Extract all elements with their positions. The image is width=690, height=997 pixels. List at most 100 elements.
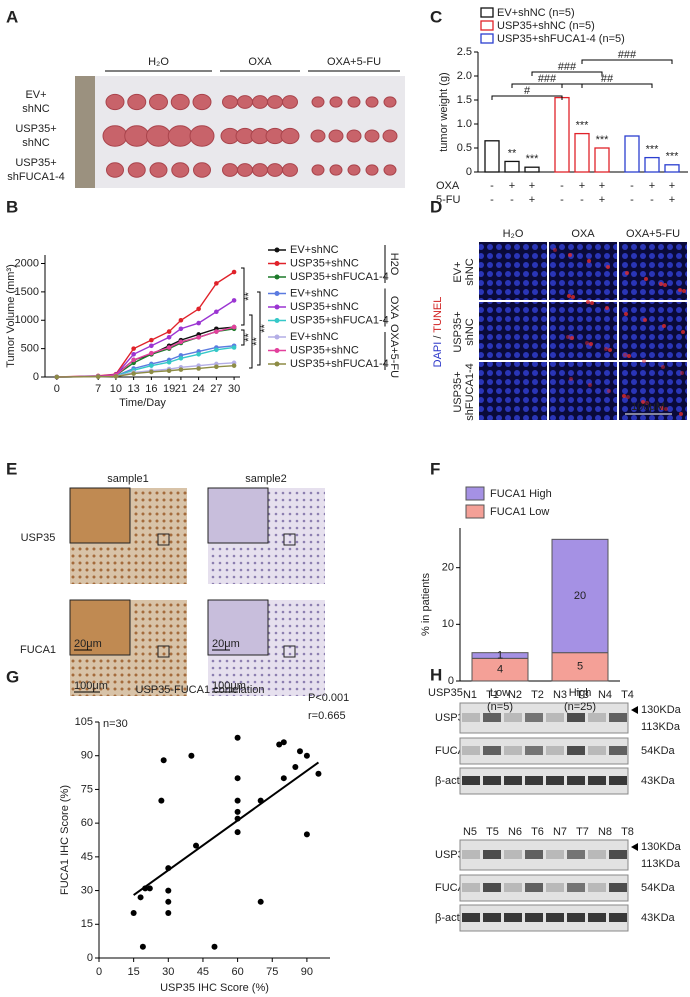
band [462,850,480,859]
tumor [102,125,128,147]
band [462,913,480,922]
point [214,347,219,353]
point [214,281,219,286]
point [139,943,146,950]
x-tick-label: 0 [54,383,60,395]
point [234,829,241,836]
column-label: H₂O [148,56,169,68]
y-tick-label: 75 [81,783,93,795]
scale-label: 20μm [212,638,240,650]
point [231,363,237,368]
point [149,343,154,349]
point [276,741,283,748]
significance-label: ** [243,292,255,301]
x-tick-label: 15 [128,966,140,978]
tumor [237,95,253,109]
comparison-bracket [581,59,673,64]
size-label: 113KDa [641,721,681,733]
treatment-sign: - [580,194,584,206]
tunel-spot [568,253,572,257]
x-row-label: USP35 [428,687,463,699]
lane-label: T2 [531,689,544,701]
x-tick-note: (n=5) [487,701,513,713]
bar [664,164,680,173]
legend-label: USP35+shFUCA1-4 [290,358,389,370]
tunel-spot [622,394,626,398]
lane-label: T4 [621,689,634,701]
ihc-inset [207,487,269,544]
lane-label: N8 [598,826,612,838]
bar [594,147,610,173]
point [166,345,172,350]
point [149,350,154,356]
legend-label: USP35+shFUCA1-4 (n=5) [497,33,625,45]
tumor [365,96,379,108]
significance-label: *** [526,153,540,165]
point [54,374,60,380]
x-axis-label: USP35 IHC Score (%) [160,982,269,994]
tumor [127,162,146,178]
point [315,770,322,777]
y-tick-label: 20 [442,562,454,574]
treatment-sign: - [560,194,564,206]
band [504,913,522,922]
band [462,713,480,722]
significance-label: ** [259,324,271,333]
annotation: n=30 [103,718,128,730]
panel-letter: G [6,667,19,686]
tumor [347,96,361,108]
y-tick-label: 15 [81,918,93,930]
point [292,763,299,770]
point [303,831,310,838]
panel-letter: C [430,7,442,26]
column-label: sample2 [245,473,287,485]
fluorescence-image [549,302,617,360]
treatment-label: OXA [436,180,460,192]
treatment-sign: + [529,180,535,192]
point [214,364,219,370]
x-tick-label: 60 [231,966,243,978]
tunel-spot [679,412,683,416]
legend-marker [274,247,280,253]
fluorescence-image [479,242,547,300]
band [462,883,480,892]
panel-letter: F [430,459,440,478]
point [131,371,136,376]
point [196,306,201,312]
column-label: sample1 [107,473,149,485]
y-tick-label: 1500 [15,286,39,298]
point [234,775,241,782]
y-axis-label: FUCA1 IHC Score (%) [59,785,71,895]
band [609,713,627,722]
bar [574,132,590,173]
point [131,346,136,351]
band [567,883,585,892]
fluorescence-image [619,362,687,420]
tunel-spot [645,401,649,405]
point [196,320,201,326]
point [193,842,200,849]
band [567,776,585,785]
row-label: EV+ [452,261,464,282]
point [214,309,219,315]
scale-label: 100μm [74,680,108,692]
ruler [75,76,95,188]
row-label: USP35+ [452,311,464,352]
lane-label: T3 [576,689,589,701]
treatment-sign: + [669,194,675,206]
significance-label: ** [243,333,255,342]
series-line [56,364,235,378]
row-label: shNC [464,258,476,286]
column-label: OXA [571,228,595,240]
band [483,713,501,722]
legend-swatch [480,33,494,44]
comparison-label: # [524,85,531,97]
lane-label: N3 [553,689,567,701]
band [546,913,564,922]
bar-segment [471,652,529,659]
row-label: shFUCA1-4 [464,363,476,420]
point [178,339,184,345]
significance-label: *** [596,134,610,146]
fluorescence-image [549,362,617,420]
band [462,776,480,785]
